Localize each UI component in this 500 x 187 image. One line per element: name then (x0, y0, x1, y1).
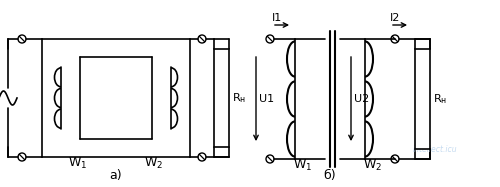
Text: I2: I2 (390, 13, 400, 23)
Text: W$_{\mathregular{2}}$: W$_{\mathregular{2}}$ (364, 158, 382, 173)
Text: б): б) (324, 169, 336, 182)
Text: R$_{\mathregular{н}}$: R$_{\mathregular{н}}$ (232, 91, 246, 105)
Bar (415, 49, 430, 149)
Text: I1: I1 (272, 13, 282, 23)
Text: U2: U2 (354, 94, 369, 104)
Bar (214, 49, 229, 147)
Text: W$_{\mathregular{1}}$: W$_{\mathregular{1}}$ (294, 158, 312, 173)
Text: U1: U1 (259, 94, 274, 104)
Text: W$_{\mathregular{2}}$: W$_{\mathregular{2}}$ (144, 156, 164, 171)
Text: intellect.icu: intellect.icu (412, 145, 458, 154)
Text: а): а) (110, 169, 122, 182)
Text: W$_{\mathregular{1}}$: W$_{\mathregular{1}}$ (68, 156, 87, 171)
Text: R$_{\mathregular{н}}$: R$_{\mathregular{н}}$ (433, 92, 447, 106)
